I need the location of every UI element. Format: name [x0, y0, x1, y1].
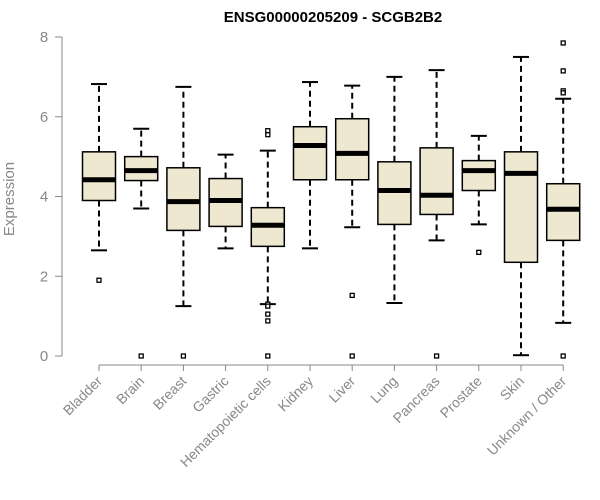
outlier-point — [560, 40, 566, 46]
iqr-box — [81, 151, 117, 202]
chart-title: ENSG00000205209 - SCGB2B2 — [224, 9, 442, 26]
iqr-box — [419, 147, 454, 216]
outlier-point — [96, 277, 102, 283]
box-prostate — [461, 134, 497, 255]
x-tick-label: Kidney — [275, 373, 317, 415]
x-tick-label: Pancreas — [390, 373, 443, 426]
x-tick-label: Lung — [367, 373, 400, 406]
y-tick-label: 0 — [40, 348, 48, 365]
outlier-point — [265, 353, 271, 359]
outlier-point — [349, 292, 355, 299]
outlier-point — [476, 249, 482, 255]
iqr-box — [461, 159, 497, 192]
box-gastric — [208, 153, 243, 250]
box-skin — [503, 55, 539, 357]
y-tick-label: 4 — [40, 189, 48, 206]
outlier-point — [138, 353, 144, 359]
box-brain — [123, 127, 159, 359]
box-unknown-other — [545, 40, 581, 359]
outlier-point — [349, 353, 355, 359]
iqr-box — [334, 117, 370, 181]
box-bladder — [81, 83, 117, 283]
outlier-point — [265, 311, 271, 317]
x-tick-label: Bladder — [60, 373, 106, 419]
x-tick-label: Liver — [326, 373, 359, 406]
y-tick-label: 8 — [40, 29, 48, 46]
iqr-box — [377, 161, 412, 226]
y-axis: 0 2 4 6 8 — [40, 29, 63, 365]
x-tick-label: Brain — [113, 373, 147, 407]
box-breast — [166, 85, 201, 359]
outlier-point — [265, 303, 271, 309]
outlier-point — [180, 353, 187, 359]
x-tick-label: Prostate — [437, 373, 485, 421]
box-lung — [377, 75, 412, 304]
outlier-point — [560, 68, 566, 74]
outlier-point — [560, 90, 566, 96]
outlier-point — [265, 318, 271, 324]
box-pancreas — [419, 69, 454, 359]
iqr-box — [292, 125, 328, 181]
iqr-box — [503, 151, 539, 264]
iqr-box — [545, 182, 581, 242]
box-liver — [334, 84, 370, 359]
x-tick-label: Unknown / Other — [484, 373, 570, 459]
box-hematopoietic-cells — [250, 128, 286, 359]
box-kidney — [292, 81, 328, 250]
x-tick-label: Skin — [497, 373, 528, 404]
x-tick-label: Breast — [150, 373, 190, 413]
outlier-point — [265, 132, 271, 138]
iqr-box — [166, 167, 201, 232]
plot-area — [81, 40, 581, 359]
outlier-point — [560, 353, 566, 359]
outlier-point — [433, 353, 440, 359]
y-tick-label: 2 — [40, 268, 48, 285]
y-tick-label: 6 — [40, 109, 48, 126]
y-axis-label: Expression — [1, 162, 18, 236]
